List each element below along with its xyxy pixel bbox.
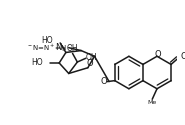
Text: $\mathsf{N_3}$: $\mathsf{N_3}$ xyxy=(55,42,67,54)
Text: $^-$N=N$^+$=N: $^-$N=N$^+$=N xyxy=(26,42,67,53)
Text: HO: HO xyxy=(41,36,53,45)
Text: HO: HO xyxy=(31,58,43,68)
Text: O: O xyxy=(100,77,107,86)
Text: OH: OH xyxy=(86,53,97,62)
Text: Me: Me xyxy=(148,100,157,105)
Text: O: O xyxy=(180,52,185,61)
Text: OH: OH xyxy=(67,44,78,53)
Text: O: O xyxy=(86,59,93,68)
Text: O: O xyxy=(154,50,161,59)
